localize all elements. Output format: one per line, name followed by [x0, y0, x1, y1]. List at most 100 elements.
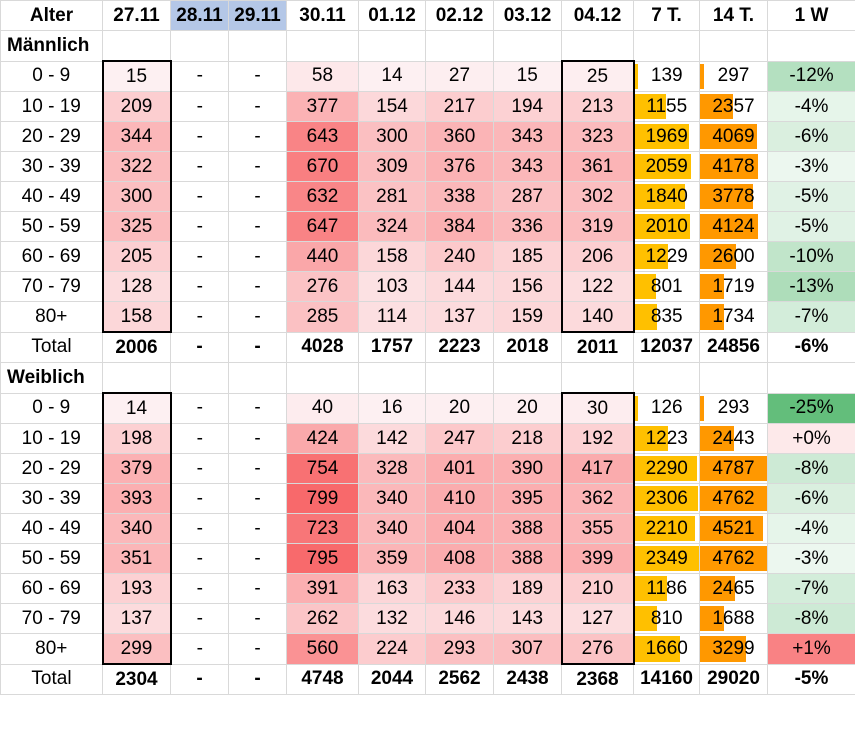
table-cell-value: -	[254, 427, 261, 449]
table-cell-value: 323	[581, 125, 614, 147]
empty-cell	[493, 362, 562, 394]
total-cell-value: -	[254, 336, 261, 358]
table-cell-value: 185	[511, 245, 544, 267]
age-group: 40 - 49	[0, 513, 103, 544]
table-cell: 146	[425, 603, 494, 634]
table-cell-value: 4178	[712, 155, 755, 177]
age-group: 50 - 59	[0, 543, 103, 574]
table-cell-value: -	[254, 275, 261, 297]
table-cell-value: 20	[516, 397, 538, 419]
table-row: 30 - 39 322 - - 670 309 376 343 361 2059 4178 -3%	[0, 151, 855, 182]
table-cell: -	[170, 241, 229, 272]
table-cell: -	[170, 513, 229, 544]
table-cell-value: 643	[306, 125, 339, 147]
table-cell: 390	[493, 453, 562, 484]
total-cell: -6%	[767, 331, 855, 363]
table-cell: 799	[286, 483, 359, 514]
table-cell-value: 810	[650, 607, 683, 629]
table-cell: -	[170, 453, 229, 484]
table-cell-value: -	[196, 65, 203, 87]
table-cell-value: 393	[120, 487, 153, 509]
table-cell: 801	[633, 271, 700, 302]
table-cell-value: 146	[443, 607, 476, 629]
table-cell: 137	[101, 603, 172, 634]
data-bar	[634, 274, 657, 299]
table-cell: 340	[358, 483, 426, 514]
table-cell: 140	[560, 301, 635, 333]
table-cell: -	[228, 573, 287, 604]
table-cell-value: 213	[581, 95, 614, 117]
total-label-value: Total	[31, 336, 72, 358]
table-cell: 2600	[699, 241, 768, 272]
table-cell-value: 1155	[646, 95, 688, 117]
table-cell-value: 343	[511, 155, 544, 177]
data-bar	[634, 576, 668, 601]
table-cell-value: 193	[120, 577, 153, 599]
table-cell: 2443	[699, 423, 768, 454]
table-cell: 307	[493, 633, 562, 665]
table-cell: 139	[633, 60, 700, 92]
table-cell: 404	[425, 513, 494, 544]
table-cell-value: -	[196, 637, 203, 659]
table-cell-value: 307	[511, 637, 544, 659]
table-cell: 376	[425, 151, 494, 182]
table-cell: -	[228, 392, 287, 424]
age-group: 0 - 9	[0, 60, 103, 92]
table-cell-value: 224	[376, 637, 408, 659]
table-cell-value: 4521	[712, 517, 755, 539]
table-cell: 1840	[633, 181, 700, 212]
table-cell-value: 754	[306, 457, 339, 479]
table-cell-value: -	[196, 397, 203, 419]
table-cell: 144	[425, 271, 494, 302]
total-cell-value: -	[196, 336, 203, 358]
table-cell-value: 297	[717, 65, 750, 87]
table-cell: 2357	[699, 91, 768, 122]
table-cell: -	[170, 633, 229, 665]
table-cell-value: -	[196, 517, 203, 539]
table-cell: 240	[425, 241, 494, 272]
table-cell-value: -	[254, 305, 261, 327]
table-cell-value: 340	[376, 517, 408, 539]
table-cell-value: -5%	[794, 215, 829, 237]
table-cell-value: 324	[376, 215, 408, 237]
table-cell: 4762	[699, 483, 768, 514]
table-cell-value: -	[196, 245, 203, 267]
table-cell: 158	[101, 301, 172, 333]
empty-cell	[102, 30, 171, 62]
table-row: 60 - 69 193 - - 391 163 233 189 210 1186 2465 -7%	[0, 573, 855, 604]
table-cell-value: 25	[586, 65, 609, 87]
age-group: 70 - 79	[0, 603, 103, 634]
table-cell-value: 163	[376, 577, 408, 599]
table-cell-value: 647	[306, 215, 339, 237]
table-cell: -	[228, 181, 287, 212]
column-header-value: 28.11	[176, 4, 223, 26]
table-cell-value: -7%	[794, 305, 829, 327]
age-group-value: 70 - 79	[21, 275, 81, 297]
table-cell: 399	[560, 543, 635, 574]
table-cell: 351	[101, 543, 172, 574]
table-cell: 209	[101, 91, 172, 122]
table-cell: 194	[493, 91, 562, 122]
table-cell: 262	[286, 603, 359, 634]
table-cell-value: 2059	[645, 155, 688, 177]
total-cell-value: 2006	[115, 336, 158, 358]
age-group: 10 - 19	[0, 423, 103, 454]
table-cell: 137	[425, 301, 494, 333]
empty-cell	[561, 362, 634, 394]
table-cell-value: -	[196, 155, 203, 177]
table-cell-value: 1840	[645, 185, 688, 207]
table-cell: 408	[425, 543, 494, 574]
total-cell: 2006	[102, 331, 171, 363]
table-cell: 224	[358, 633, 426, 665]
table-cell: -	[228, 301, 287, 333]
table-cell-value: 2010	[645, 215, 688, 237]
table-cell-value: 336	[511, 215, 544, 237]
age-group-value: 80+	[35, 305, 68, 327]
table-cell: -	[170, 91, 229, 122]
data-bar	[634, 546, 699, 571]
table-cell-value: 390	[511, 457, 544, 479]
table-cell: -	[170, 543, 229, 574]
section-title-value: Weiblich	[7, 366, 85, 388]
table-cell-value: 159	[511, 305, 544, 327]
table-cell-value: -	[196, 547, 203, 569]
